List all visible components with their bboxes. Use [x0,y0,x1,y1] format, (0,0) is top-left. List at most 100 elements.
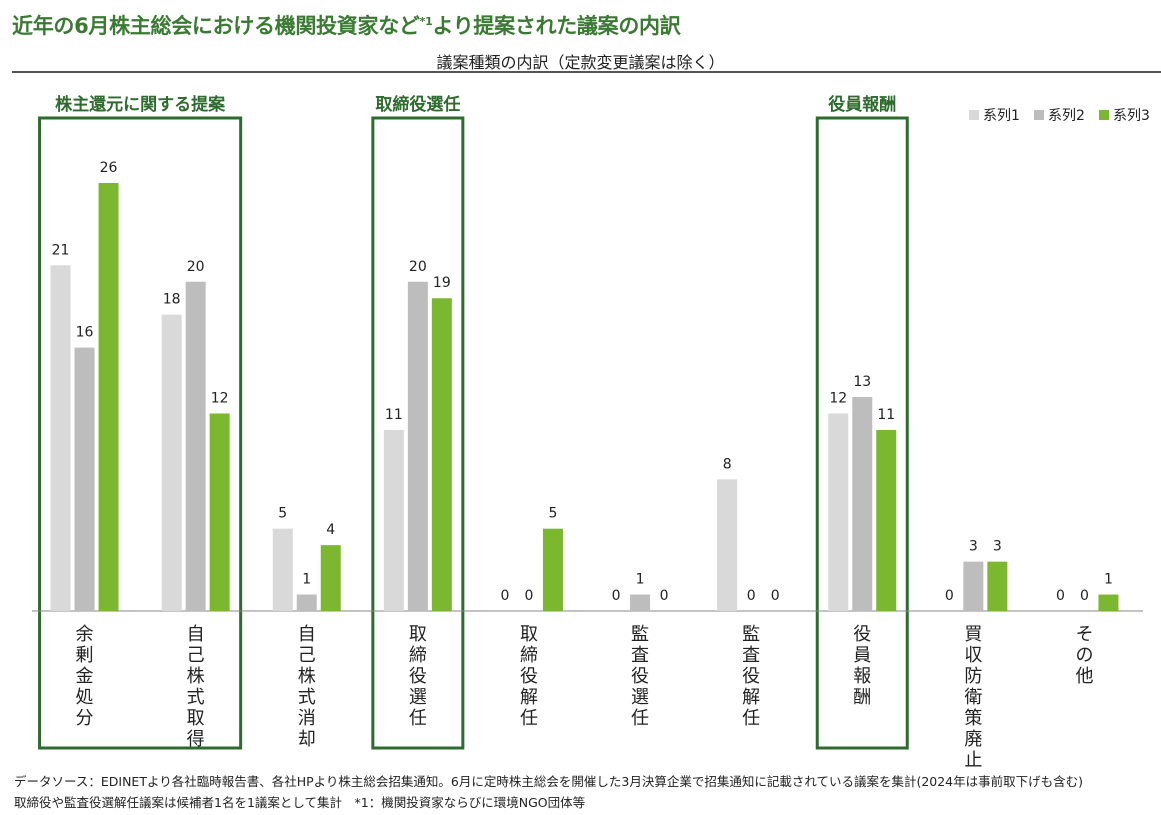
data-label: 1 [302,572,311,588]
category-label-char: 他 [1075,666,1093,687]
data-label: 1 [1104,572,1113,588]
category-label-char: 己 [187,645,205,666]
category-label-char: 締 [409,645,427,666]
category-label-char: 任 [742,708,760,729]
category-label-char: 酬 [853,687,871,708]
category-label-char: 収 [964,645,982,666]
category-label-char: 処 [76,687,94,708]
category-label-char: 己 [298,645,316,666]
bar [74,347,95,611]
category-label-char: 報 [853,666,871,687]
category-label-char: 余 [76,624,94,645]
group-box-1 [371,116,465,750]
bar [209,413,230,611]
footnote-note: 取締役や監査役選解任議案は候補者1名を1議案として集計 *1：機関投資家ならびに… [14,795,586,810]
legend-swatch [1099,110,1109,120]
category-label-char: 解 [520,687,538,708]
data-label: 0 [771,588,780,604]
group-box-2 [815,116,909,750]
data-label: 21 [52,242,70,258]
category-label-char: 選 [631,687,649,708]
bar [296,594,317,611]
category-label-char: 買 [964,624,982,645]
category-label-char: の [1075,645,1093,666]
bar [383,429,404,611]
category-label-char: 取 [409,624,427,645]
category-label-char: 金 [76,666,94,687]
category-label-char: 取 [187,708,205,729]
bar [50,265,71,611]
data-label: 12 [211,390,229,406]
bar [987,561,1008,611]
category-label-char: 任 [409,708,427,729]
data-label: 0 [1056,588,1065,604]
category-label-char: 査 [631,645,649,666]
category-label-char: 役 [520,666,538,687]
category-label-char: 衛 [964,687,982,708]
category-label-char: 自 [298,624,316,645]
data-label: 0 [747,588,756,604]
data-label: 8 [723,456,732,472]
group-box-label: 役員報酬 [828,94,896,115]
category-label-char: 分 [76,708,94,729]
category-label-char: 取 [520,624,538,645]
chart-title: 近年の6月株主総会における機関投資家など*1より提案された議案の内訳 [12,14,681,38]
data-label: 0 [945,588,954,604]
category-label-char: 員 [853,645,871,666]
bar [272,528,293,611]
legend-swatch [1034,110,1044,120]
category-label-char: 締 [520,645,538,666]
data-label: 0 [1080,588,1089,604]
category-label-char: 剰 [76,645,94,666]
data-label: 20 [187,259,205,275]
bar [161,314,182,611]
title-divider [12,71,1161,73]
legend-label: 系列1 [983,108,1020,124]
data-label: 3 [993,539,1002,555]
category-label-char: 式 [187,687,205,708]
bar [828,413,849,611]
category-label-char: 役 [742,666,760,687]
category-label-char: 役 [409,666,427,687]
category-label-char: 株 [298,666,316,687]
legend-swatch [969,110,979,120]
category-label-char: 自 [187,624,205,645]
bar [98,183,119,611]
bar [852,397,873,611]
legend-label: 系列2 [1048,108,1085,124]
category-label-char: 消 [298,708,316,729]
bar [185,281,206,611]
category-label-char: 策 [964,708,982,729]
category-label-char: 任 [520,708,538,729]
category-label-char: 任 [631,708,649,729]
data-label: 3 [969,539,978,555]
category-label-char: 得 [187,729,205,750]
data-label: 5 [548,506,557,522]
bar [542,528,563,611]
data-label: 19 [433,275,451,291]
data-label: 26 [100,160,118,176]
bar [1098,594,1119,611]
data-label: 20 [409,259,427,275]
bar [320,545,341,611]
data-label: 4 [326,522,335,538]
category-label-char: 役 [631,666,649,687]
category-label-char: 廃 [964,729,982,750]
data-label: 5 [278,506,287,522]
category-label-char: 監 [631,624,649,645]
data-label: 13 [853,374,871,390]
data-label: 1 [636,572,645,588]
data-label: 16 [76,325,94,341]
data-label: 0 [500,588,509,604]
group-box-label: 株主還元に関する提案 [55,94,226,115]
category-label-char: 防 [964,666,982,687]
category-label-char: 選 [409,687,427,708]
bar [963,561,984,611]
chart-subtitle: 議案種類の内訳（定款変更議案は除く） [436,53,725,72]
data-label: 0 [524,588,533,604]
category-label-char: そ [1075,624,1093,645]
bar [876,429,897,611]
bar [630,594,651,611]
footnote-source: データソース：EDINETより各社臨時報告書、各社HPより株主総会招集通知。6月… [14,774,1084,789]
